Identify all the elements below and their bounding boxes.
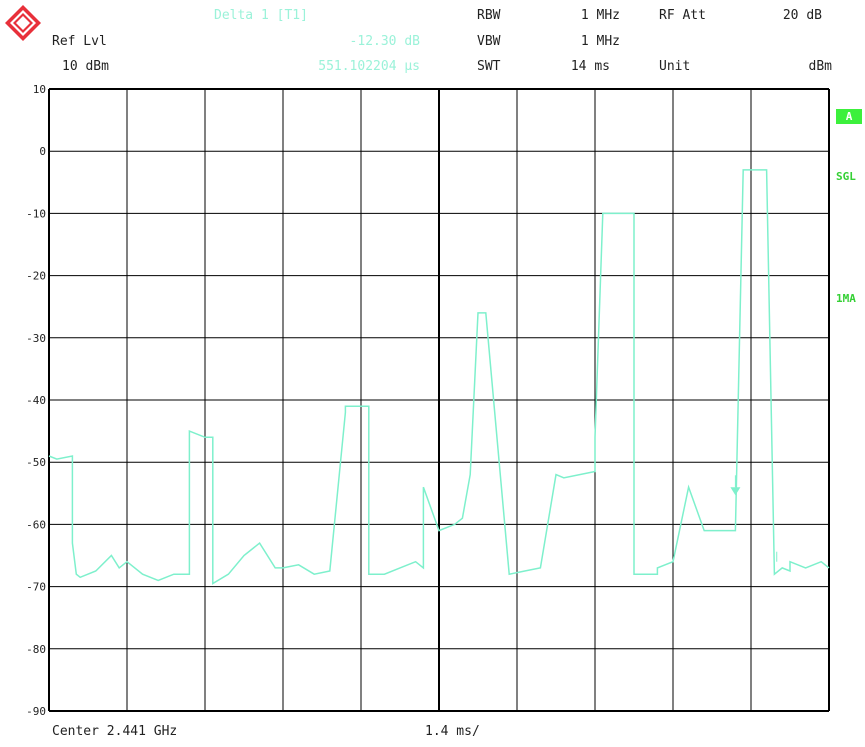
rs-logo-icon [5, 5, 41, 41]
swt-label: SWT [477, 59, 501, 74]
vbw-label: VBW [477, 34, 501, 49]
trace-badge: A [836, 109, 862, 124]
y-tick-label: -40 [26, 394, 46, 407]
delta-marker [730, 487, 741, 496]
trace-markers [730, 475, 778, 562]
y-tick-label: 10 [33, 83, 46, 96]
rf-att-value: 20 dB [782, 8, 822, 23]
y-tick-label: -30 [26, 332, 46, 345]
plot-grid [48, 88, 830, 712]
rf-att-label: RF Att [659, 8, 706, 23]
center-frequency: Center 2.441 GHz [52, 724, 178, 739]
marker-time: 551.102204 μs [318, 59, 420, 74]
y-tick-label: -90 [26, 705, 46, 718]
trace-line [48, 169, 830, 585]
ref-level-label: Ref Lvl [52, 34, 107, 49]
marker-level: -12.30 dB [349, 34, 420, 49]
y-tick-label: -50 [26, 456, 46, 469]
y-tick-label: -80 [26, 643, 46, 656]
y-tick-labels: 10 0 -10 -20 -30 -40 -50 -60 -70 -80 -90 [26, 83, 46, 718]
sweep-mode: SGL [836, 170, 856, 183]
y-tick-label: -10 [26, 207, 46, 220]
swt-value: 14 ms [570, 59, 610, 74]
unit-value: dBm [808, 59, 832, 74]
vbw-value: 1 MHz [580, 34, 620, 49]
unit-label: Unit [659, 59, 691, 74]
time-per-division: 1.4 ms/ [425, 724, 480, 739]
y-tick-label: -60 [26, 518, 46, 531]
detector-mode: 1MA [836, 292, 856, 305]
rbw-value: 1 MHz [580, 8, 620, 23]
marker-label: Delta 1 [T1] [214, 8, 308, 23]
y-tick-label: 0 [39, 145, 46, 158]
rbw-label: RBW [477, 8, 501, 23]
y-tick-label: -20 [26, 270, 46, 283]
y-tick-label: -70 [26, 581, 46, 594]
ref-level-value: 10 dBm [62, 59, 109, 74]
